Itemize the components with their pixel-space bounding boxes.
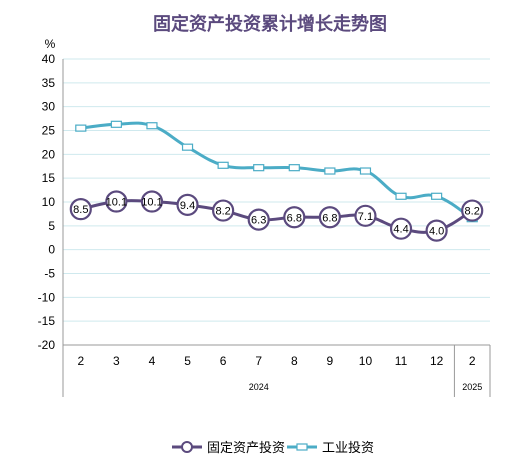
- y-tick-label: 10: [42, 195, 56, 209]
- data-point-marker: [354, 204, 377, 227]
- y-tick-label: 35: [42, 76, 56, 90]
- y-axis-unit: %: [45, 37, 56, 51]
- data-point-marker: [318, 206, 341, 229]
- data-point-marker: [283, 206, 306, 229]
- x-tick-label: 11: [395, 354, 408, 368]
- legend-label: 工业投资: [322, 440, 374, 455]
- data-label: 8.2: [215, 206, 230, 218]
- legend-marker: [181, 441, 193, 453]
- data-label: 6.8: [287, 212, 302, 224]
- y-tick-label: -5: [44, 267, 55, 281]
- y-tick-label: -20: [38, 338, 56, 352]
- data-point-marker: [247, 208, 270, 231]
- gridlines: [63, 58, 490, 322]
- data-label: 9.4: [180, 200, 195, 212]
- x-group-label: 2025: [462, 382, 482, 392]
- y-tick-label: 0: [48, 243, 55, 257]
- data-point-marker: [425, 219, 448, 242]
- x-tick-label: 9: [327, 354, 334, 368]
- data-point-marker: [146, 122, 158, 130]
- x-group-label: 2024: [249, 382, 269, 392]
- data-label: 6.8: [322, 212, 337, 224]
- data-label: 8.5: [73, 204, 88, 216]
- x-tick-label: 10: [359, 354, 373, 368]
- y-tick-label: 20: [42, 147, 56, 161]
- data-point-marker: [389, 217, 413, 240]
- data-label: 4.0: [429, 226, 444, 238]
- y-tick-label: 40: [42, 52, 56, 66]
- data-point-marker: [217, 161, 229, 169]
- x-tick-label: 3: [113, 354, 120, 368]
- y-tick-label: 5: [48, 219, 55, 233]
- y-tick-label: 25: [42, 124, 56, 138]
- series-line: [80, 199, 473, 234]
- data-point-marker: [176, 193, 199, 216]
- x-tick-label: 2: [469, 354, 476, 368]
- data-point-marker: [359, 167, 372, 175]
- x-tick-label: 2: [77, 354, 84, 368]
- y-tick-label: -15: [38, 314, 56, 328]
- data-point-marker: [69, 198, 92, 221]
- data-point-marker: [140, 190, 164, 213]
- series-markers: 8.5 10.1 10.1 9.4 8.2 6.3 6.8 6.8 7.1 4.4 4.0 8.2: [69, 120, 484, 242]
- x-tick-label: 7: [255, 354, 262, 368]
- x-tick-label: 4: [149, 354, 156, 368]
- x-tick-label: 8: [291, 354, 298, 368]
- x-tick-label: 6: [220, 354, 227, 368]
- data-point-marker: [431, 192, 443, 200]
- data-point-marker: [288, 164, 300, 172]
- legend-label: 固定资产投资: [207, 440, 285, 455]
- chart-title: 固定资产投资累计增长走势图: [153, 13, 387, 34]
- data-point-marker: [75, 124, 87, 132]
- data-label: 6.3: [251, 215, 266, 227]
- legend: 固定资产投资 工业投资: [172, 440, 374, 455]
- y-tick-label: 30: [42, 100, 56, 114]
- data-point-marker: [181, 143, 194, 151]
- y-tick-label: 15: [42, 171, 56, 185]
- data-label: 8.2: [465, 206, 480, 218]
- data-point-marker: [212, 199, 235, 222]
- data-point-marker: [461, 199, 484, 222]
- data-point-marker: [253, 164, 265, 172]
- y-tick-label: -10: [38, 290, 56, 304]
- data-point-marker: [324, 167, 336, 175]
- data-point-marker: [105, 190, 128, 213]
- x-tick-label: 12: [430, 354, 444, 368]
- legend-marker: [296, 443, 308, 451]
- x-tick-label: 5: [184, 354, 191, 368]
- data-point-marker: [110, 120, 122, 128]
- data-point-marker: [395, 192, 407, 200]
- series-line: [80, 121, 474, 220]
- data-label: 4.4: [393, 224, 408, 236]
- data-label: 10.1: [106, 197, 127, 209]
- data-label: 7.1: [358, 211, 373, 223]
- data-label: 10.1: [141, 197, 162, 209]
